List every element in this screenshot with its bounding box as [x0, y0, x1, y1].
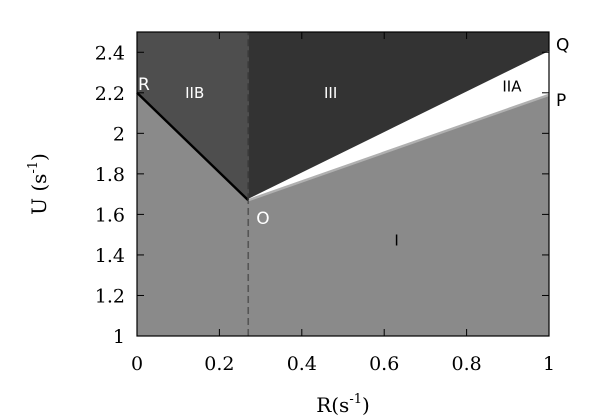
plot-area [136, 31, 550, 337]
y-tick-label: 1.8 [95, 164, 125, 186]
x-tick-label: 0 [131, 353, 143, 375]
boundary-lines [136, 32, 550, 336]
x-tick-label: 0.6 [369, 353, 399, 375]
y-axis: 1 1.2 1.4 1.6 1.8 2 2.2 2.4 [95, 42, 549, 348]
y-tick-label: 2.2 [95, 83, 125, 105]
boundary-RO [136, 91, 250, 202]
y-tick-label: 1.4 [95, 245, 125, 267]
y-tick-label: 2.4 [95, 42, 125, 64]
x-axis-title-close: ) [362, 393, 370, 416]
x-axis-title: R(s-1) [316, 392, 370, 416]
region-III [248, 32, 549, 201]
y-axis-title: U (s-1) [26, 153, 51, 215]
y-tick-label: 2 [113, 123, 125, 145]
point-label-O: O [256, 209, 269, 229]
region-I [137, 92, 549, 336]
boundary-OQ [247, 51, 550, 202]
point-label-P: P [556, 91, 566, 111]
point-label-Q: Q [556, 35, 569, 55]
x-axis-title-main: R(s [316, 393, 349, 416]
y-axis-title-exponent: -1 [26, 161, 41, 174]
y-tick-label: 1.2 [95, 285, 125, 307]
region-label-III: III [324, 84, 337, 102]
x-tick-label: 0.2 [204, 353, 234, 375]
y-tick-label: 1 [113, 326, 125, 348]
y-axis-title-main: U (s [27, 174, 51, 215]
region-IIB [137, 32, 249, 201]
region-label-I: I [394, 232, 398, 250]
x-axis-title-exponent: -1 [349, 392, 362, 407]
region-label-IIB: IIB [185, 84, 204, 102]
region-label-IIA: IIA [502, 78, 522, 96]
x-tick-label: 0.4 [287, 353, 317, 375]
point-labels: R O Q P [138, 35, 569, 229]
y-tick-label: 1.6 [95, 204, 125, 226]
y-axis-title-close: ) [27, 153, 51, 161]
plot-frame [136, 31, 550, 337]
point-label-R: R [138, 75, 150, 95]
x-axis: 0 0.2 0.4 0.6 0.8 1 [131, 32, 555, 375]
x-tick-label: 0.8 [451, 353, 481, 375]
x-tick-label: 1 [543, 353, 555, 375]
region-labels: I IIA IIB III [185, 78, 522, 250]
boundary-OP [247, 93, 550, 202]
